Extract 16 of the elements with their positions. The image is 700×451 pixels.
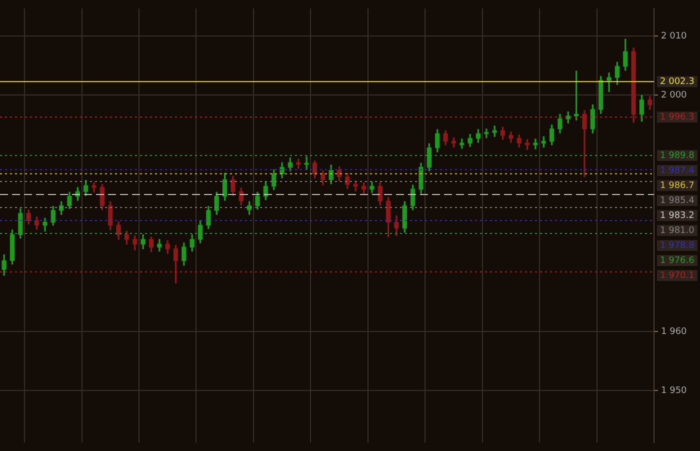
ref-line-label: 1 985.4 <box>660 196 695 206</box>
candlestick <box>582 110 587 178</box>
y-tick-label: 1 960 <box>661 326 688 337</box>
ref-line-label: 1 983.2 <box>660 210 694 221</box>
ref-line-label: 1 978.8 <box>660 240 695 251</box>
ref-line-label: 1 987.4 <box>660 166 695 176</box>
ref-line-label: 1 986.7 <box>660 180 694 191</box>
ref-line-label: 1 989.8 <box>660 150 695 161</box>
ref-line-label: 1 970.1 <box>660 270 694 281</box>
y-tick-label: 2 010 <box>661 32 688 42</box>
ref-line-label: 1 996.3 <box>660 112 694 122</box>
ref-line-label: 1 981.0 <box>660 226 695 236</box>
y-tick-label: 1 950 <box>661 386 688 396</box>
y-tick-label: 2 000 <box>661 90 688 101</box>
ref-line-label: 2 002.3 <box>660 76 694 87</box>
ref-line-label: 1 976.6 <box>660 256 695 266</box>
